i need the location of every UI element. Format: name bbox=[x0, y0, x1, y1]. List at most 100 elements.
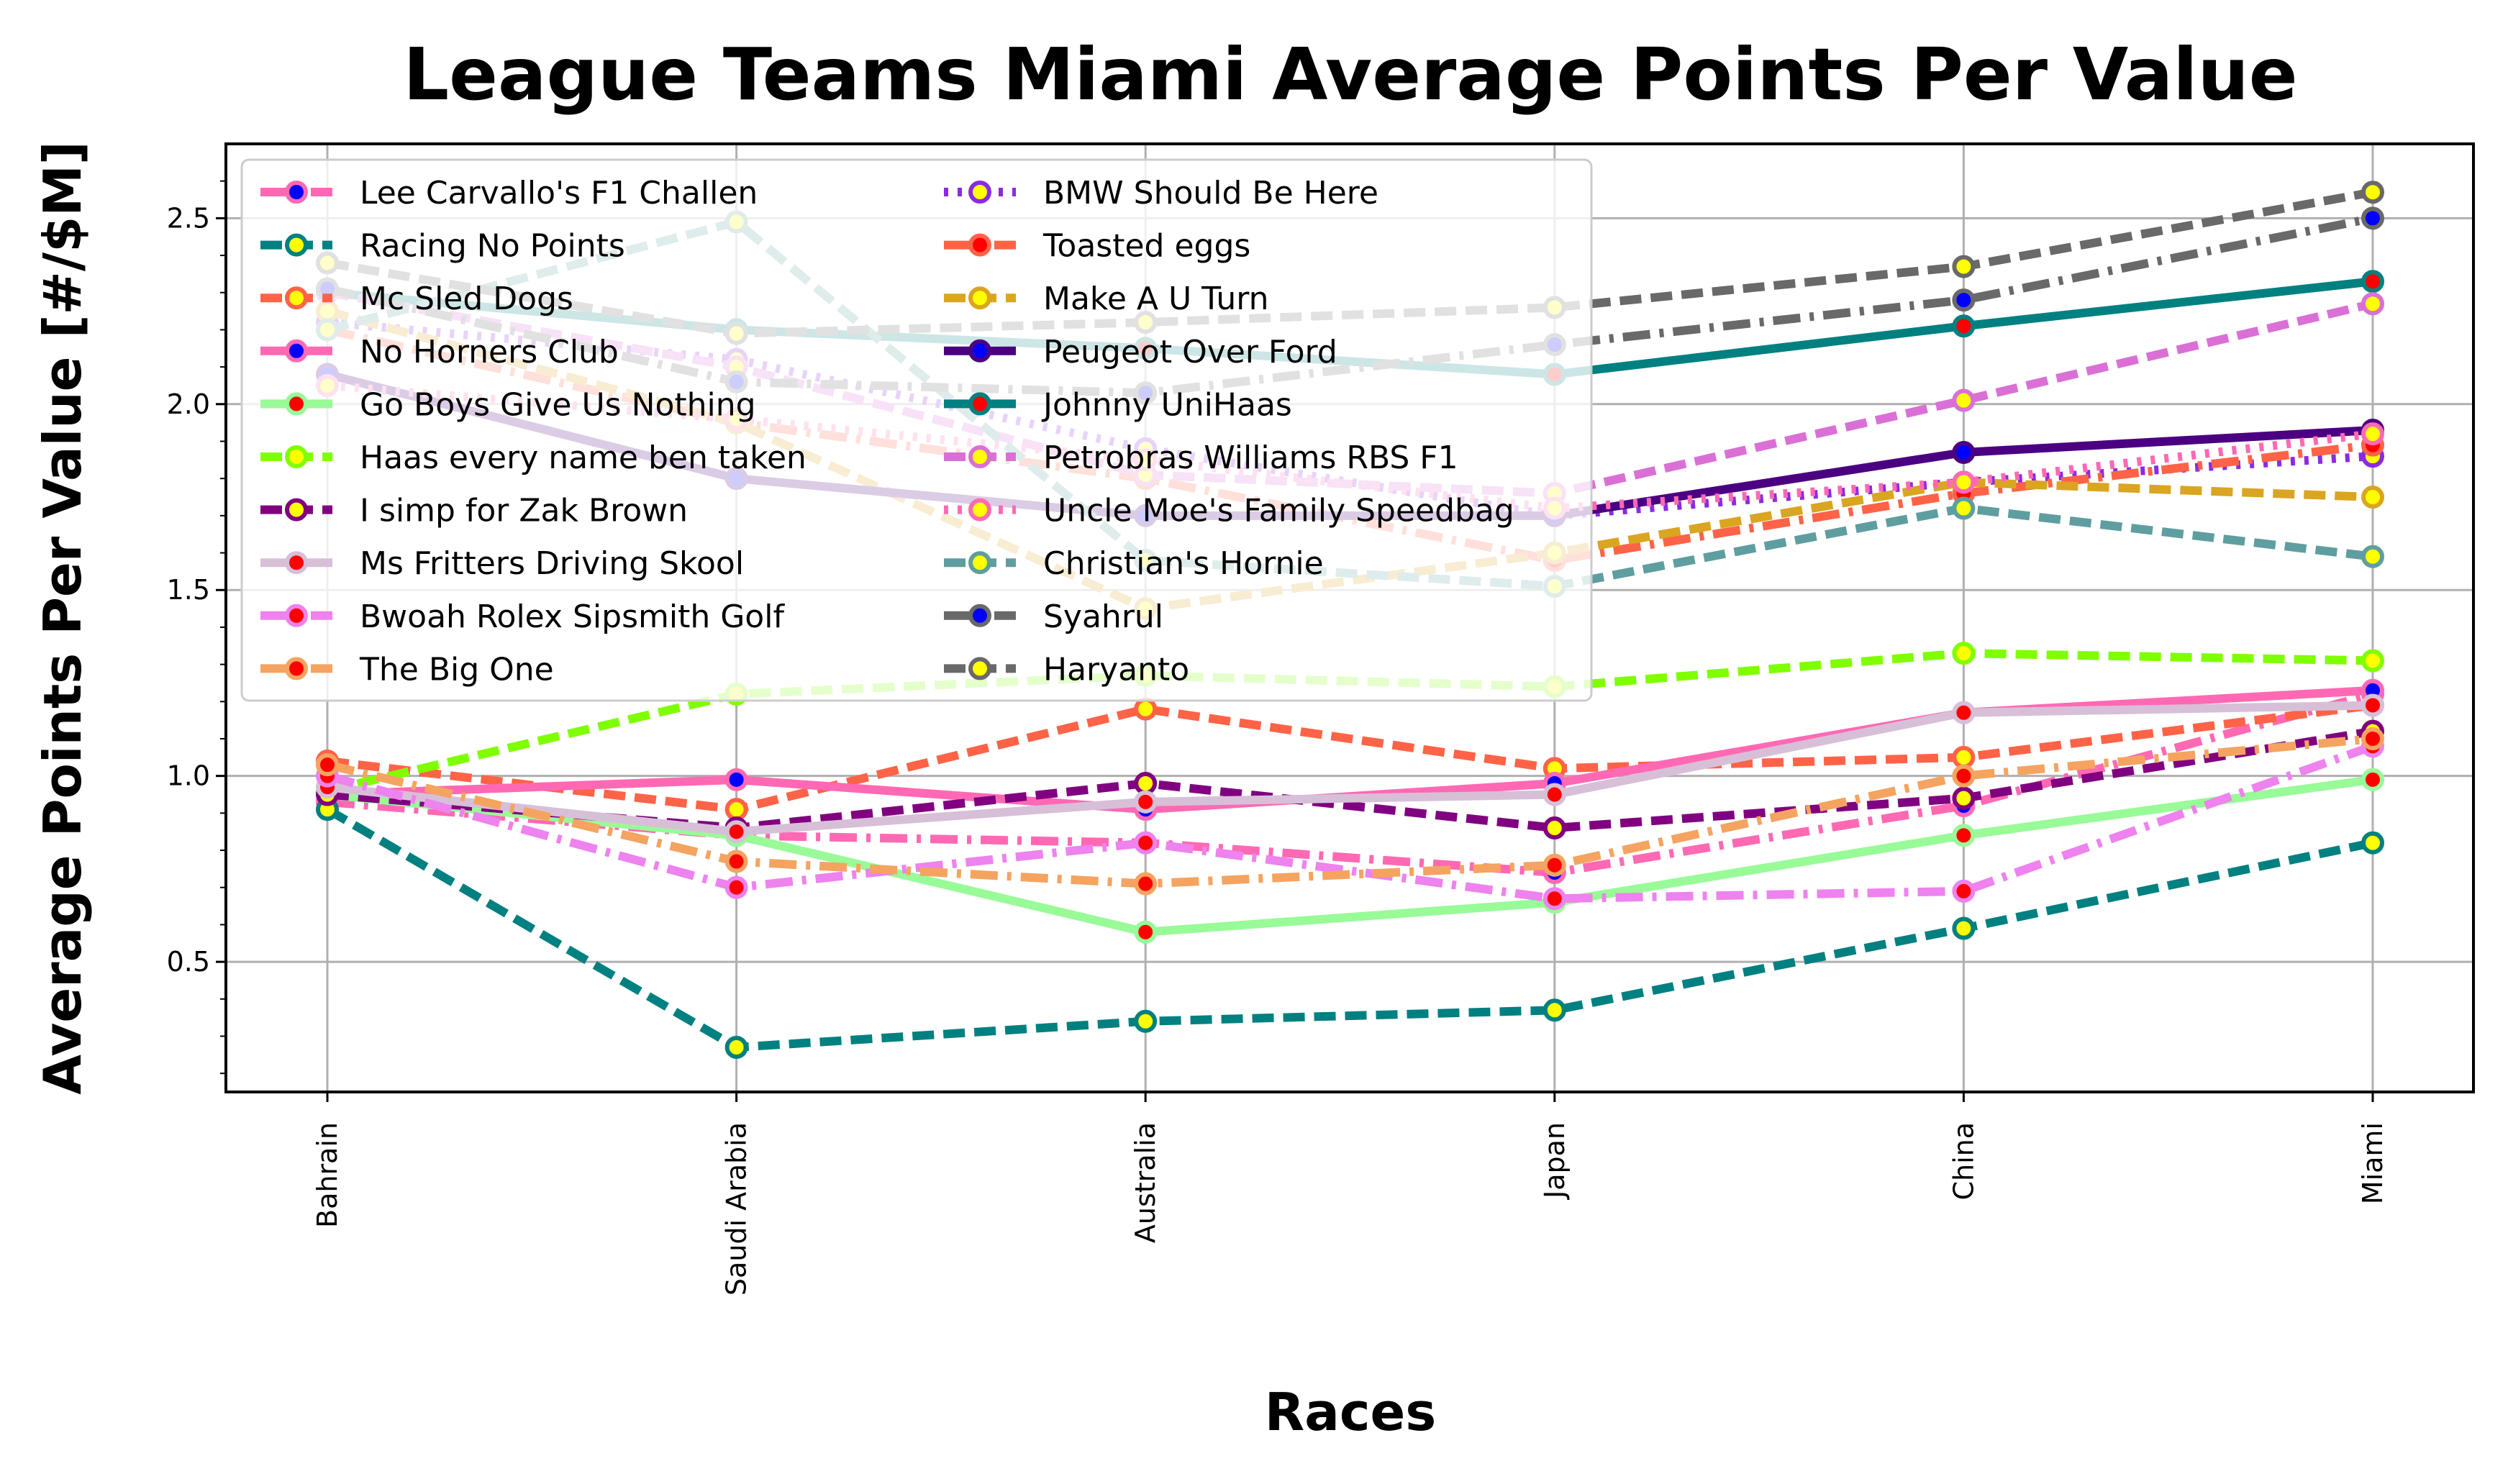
x-axis-label: Races bbox=[1265, 1382, 1436, 1442]
legend-swatch-marker bbox=[285, 233, 308, 257]
data-point bbox=[316, 753, 339, 777]
data-point bbox=[1952, 440, 1976, 464]
series-9 bbox=[316, 734, 2384, 911]
x-tick-label: Japan bbox=[1539, 1122, 1571, 1200]
y-tick-label: 1.5 bbox=[167, 574, 210, 606]
data-point bbox=[2361, 545, 2384, 568]
data-point bbox=[1134, 772, 1158, 796]
x-tick-label: China bbox=[1948, 1122, 1979, 1201]
y-tick-label: 1.0 bbox=[167, 760, 210, 792]
legend-swatch-marker bbox=[968, 339, 991, 363]
data-point bbox=[1542, 816, 1566, 840]
series-10 bbox=[316, 727, 2384, 896]
x-tick-label: Bahrain bbox=[312, 1122, 343, 1228]
data-point bbox=[2361, 649, 2384, 673]
legend-label: Haryanto bbox=[1043, 651, 1189, 688]
data-point bbox=[1952, 879, 1976, 903]
data-point bbox=[1952, 255, 1976, 278]
data-point bbox=[1542, 887, 1566, 911]
x-tick-label: Miami bbox=[2357, 1122, 2389, 1204]
data-point bbox=[724, 798, 748, 821]
legend-label: BMW Should Be Here bbox=[1043, 175, 1378, 211]
legend-box bbox=[240, 158, 1593, 702]
legend: Lee Carvallo's F1 Challen Racing No Point… bbox=[240, 158, 1593, 702]
series-2 bbox=[316, 798, 2384, 1059]
legend-label: Toasted eggs bbox=[1042, 228, 1250, 265]
data-point bbox=[2361, 181, 2384, 204]
legend-label: Go Boys Give Us Nothing bbox=[360, 386, 756, 423]
y-axis-label: Average Points Per Value [#/$M] bbox=[32, 141, 93, 1095]
data-point bbox=[1134, 831, 1158, 855]
data-point bbox=[2361, 422, 2384, 446]
legend-label: The Big One bbox=[359, 651, 554, 688]
legend-swatch-marker bbox=[285, 604, 308, 627]
series-line bbox=[327, 701, 2373, 814]
data-point bbox=[2361, 727, 2384, 750]
legend-label: Make A U Turn bbox=[1043, 281, 1268, 317]
data-point bbox=[1952, 824, 1976, 847]
legend-swatch-marker bbox=[968, 445, 991, 468]
data-point bbox=[1952, 701, 1976, 724]
data-point bbox=[1952, 764, 1976, 788]
legend-label: Lee Carvallo's F1 Challen bbox=[360, 175, 758, 211]
data-point bbox=[1134, 920, 1158, 944]
legend-label: No Horners Club bbox=[360, 334, 619, 370]
data-point bbox=[1952, 745, 1976, 769]
data-point bbox=[1134, 697, 1158, 721]
legend-swatch-marker bbox=[285, 657, 308, 680]
data-point bbox=[724, 850, 748, 873]
legend-swatch-marker bbox=[968, 657, 991, 680]
legend-label: Syahrul bbox=[1043, 598, 1163, 635]
legend-swatch-marker bbox=[968, 181, 991, 204]
legend-swatch-marker bbox=[968, 498, 991, 522]
legend-label: I simp for Zak Brown bbox=[360, 493, 688, 529]
legend-swatch-marker bbox=[285, 392, 308, 416]
data-point bbox=[2361, 693, 2384, 717]
axis-ticks: Bahrain Saudi Arabia Australia Japan China Mi… bbox=[167, 180, 2389, 1296]
legend-swatch-marker bbox=[285, 339, 308, 363]
data-point bbox=[1134, 1009, 1158, 1033]
legend-swatch-marker bbox=[968, 233, 991, 257]
legend-swatch-marker bbox=[285, 181, 308, 204]
data-point bbox=[1542, 998, 1566, 1022]
y-tick-label: 2.5 bbox=[167, 202, 210, 234]
series-line bbox=[324, 805, 2374, 1052]
series-line bbox=[326, 214, 2374, 398]
y-tick-label: 0.5 bbox=[167, 946, 210, 978]
data-point bbox=[1134, 872, 1158, 896]
data-point bbox=[1952, 916, 1976, 940]
data-point bbox=[1542, 783, 1566, 806]
series-line bbox=[326, 734, 2373, 888]
data-point bbox=[2361, 768, 2384, 791]
data-point bbox=[1952, 786, 1976, 810]
legend-label: Christian's Hornie bbox=[1043, 545, 1324, 582]
legend-swatch-marker bbox=[968, 604, 991, 627]
x-tick-label: Saudi Arabia bbox=[721, 1122, 753, 1296]
data-point bbox=[1952, 496, 1976, 520]
legend-swatch-marker bbox=[968, 286, 991, 310]
legend-swatch-marker bbox=[968, 551, 991, 575]
legend-swatch-marker bbox=[285, 551, 308, 575]
legend-swatch-marker bbox=[968, 392, 991, 416]
data-point bbox=[724, 875, 748, 899]
series-line bbox=[327, 701, 2373, 837]
data-point bbox=[724, 768, 748, 791]
legend-label: Petrobras Williams RBS F1 bbox=[1043, 440, 1458, 476]
legend-swatch-marker bbox=[285, 445, 308, 468]
legend-label: Ms Fritters Driving Skool bbox=[360, 545, 744, 582]
data-point bbox=[1952, 642, 1976, 665]
legend-label: Johnny UniHaas bbox=[1041, 386, 1292, 423]
legend-swatch-marker bbox=[285, 498, 308, 522]
data-point bbox=[1952, 470, 1976, 494]
legend-swatch-marker bbox=[285, 286, 308, 310]
legend-label: Racing No Points bbox=[360, 228, 625, 265]
chart-title: League Teams Miami Average Points Per Va… bbox=[403, 32, 2297, 117]
data-point bbox=[1542, 853, 1566, 877]
data-point bbox=[2361, 206, 2384, 230]
data-point bbox=[2361, 831, 2384, 855]
y-tick-label: 2.0 bbox=[167, 388, 210, 420]
legend-label: Haas every name ben taken bbox=[360, 440, 807, 476]
data-point bbox=[1134, 790, 1158, 814]
data-point bbox=[2361, 270, 2384, 293]
